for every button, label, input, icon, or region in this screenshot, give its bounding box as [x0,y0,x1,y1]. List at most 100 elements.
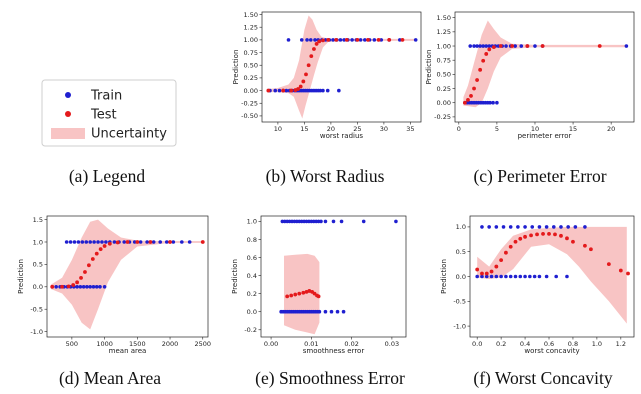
test-point [618,268,623,273]
train-point [92,240,96,244]
train-point [361,219,366,224]
train-point [187,240,192,244]
test-point [475,267,480,272]
train-point [363,38,367,42]
train-point [286,38,291,42]
train-point [398,38,402,42]
test-point [50,284,55,289]
train-point [342,38,346,42]
x-tick-label: 0 [457,125,461,133]
x-tick-label: 5 [495,125,499,133]
train-point [308,38,313,42]
test-point [316,294,321,299]
y-tick-label: -1.0 [30,328,43,336]
x-axis-label: perimeter error [518,132,572,140]
train-point [284,88,289,93]
y-tick-label: 0.50 [437,71,451,79]
test-point [559,233,563,238]
train-point [81,285,86,289]
test-point [71,283,76,287]
train-point [350,38,354,42]
x-tick-label: 1500 [129,340,146,348]
train-point [583,225,587,229]
y-tick-label: 1.0 [33,238,43,246]
caption-legend: (a) Legend [69,166,146,186]
test-point [571,239,575,244]
chart-panel-4: 0.00 0.01 0.02 0.03 -0.2 0.0 0.2 0.4 0.6 0.8 1.0 sm… [231,215,407,388]
train-point [341,309,346,314]
train-point [323,219,328,224]
test-point [200,240,205,244]
test-point [289,293,294,298]
train-point [54,285,58,289]
x-tick-label: 2500 [194,340,211,348]
test-point [75,280,80,285]
train-point [325,88,330,93]
chart-panel-5: 0.0 0.2 0.4 0.6 0.8 1.0 1.2 -1.0 -0.5 0.0 0.5 1.0 wo… [440,215,635,388]
train-point [559,225,563,229]
x-tick-label: 1.0 [592,340,602,348]
x-tick-label: 0.00 [264,340,278,348]
plot-frame [46,215,209,338]
x-tick-label: 0.6 [544,340,554,348]
panel-caption: (e) Smoothness Error [255,368,405,388]
legend-label-uncertainty: Uncertainty [91,127,167,142]
y-tick-label: 1.00 [244,36,258,44]
test-point [107,241,112,246]
y-tick-label: 0.4 [247,272,257,280]
train-point [468,44,473,48]
test-point [83,270,87,274]
train-point [516,225,520,229]
test-point [304,72,308,77]
train-legend-marker [65,92,71,98]
test-point [508,244,513,249]
train-point [94,285,99,289]
test-point [301,79,306,84]
train-point [508,274,513,279]
y-tick-label: 0.8 [247,236,257,244]
plot-frame [261,11,422,123]
train-point [379,38,384,42]
test-point [525,44,530,48]
x-axis-label: smoothness error [303,347,365,355]
train-point [487,44,492,48]
train-point [88,285,92,289]
x-tick-label: 20 [327,125,335,133]
test-point [355,37,360,42]
train-point [132,240,137,244]
x-tick-label: 0.01 [304,340,318,348]
train-point [530,225,535,229]
test-point [293,292,298,297]
train-point [551,225,556,229]
test-point [125,240,130,244]
train-point [64,240,69,244]
test-point [535,232,539,237]
train-point [319,219,323,224]
train-point [523,225,527,229]
test-point [321,38,325,43]
chart-panel-3: 500 1000 1500 2000 2500 -1.0 -0.5 0.0 0.5 1.0 1.5 m… [17,215,211,388]
train-point [180,240,184,244]
train-point [100,240,104,244]
legend-label-train: Train [90,89,122,104]
test-point [510,44,515,48]
y-axis-label: Prediction [231,259,239,294]
train-point [299,38,304,42]
test-point [79,275,83,280]
uncertainty-band [267,15,416,119]
test-point [297,291,302,296]
test-point [90,257,95,261]
test-point [289,88,294,93]
train-point [112,240,117,244]
train-point [85,285,89,289]
test-point [312,47,316,51]
train-point [88,240,92,244]
train-point [84,240,89,244]
train-point [331,38,335,42]
train-point [339,219,344,224]
uncertainty-band [50,219,203,330]
train-point [277,88,282,93]
train-point [495,100,499,105]
train-point [91,285,96,289]
train-point [323,309,328,314]
